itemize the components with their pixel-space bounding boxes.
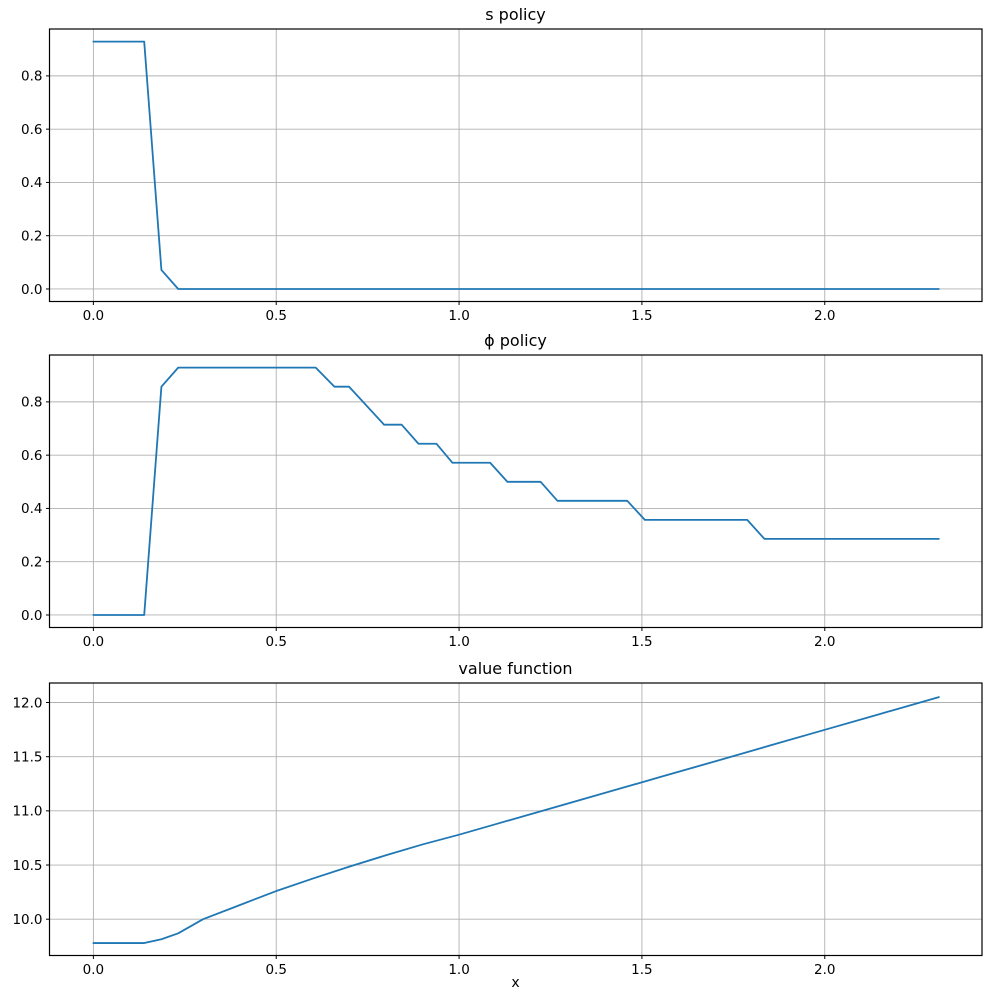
series-line-phi-policy bbox=[92, 366, 940, 616]
x-tick-label: 0.0 bbox=[83, 634, 104, 650]
x-tick-label: 1.5 bbox=[631, 308, 652, 324]
y-tick-label: 0.4 bbox=[21, 175, 42, 191]
x-tick-label: 1.0 bbox=[448, 308, 469, 324]
axes-spines bbox=[48, 354, 983, 629]
x-tick-label: 1.5 bbox=[631, 634, 652, 650]
y-tick-label: 11.5 bbox=[12, 749, 42, 765]
y-tick-label: 0.8 bbox=[21, 69, 42, 85]
x-tick-label: 0.5 bbox=[265, 634, 286, 650]
x-tick-label: 1.0 bbox=[448, 962, 469, 978]
y-tick-label: 0.4 bbox=[21, 501, 42, 517]
x-tick-label: 1.0 bbox=[448, 634, 469, 650]
x-tick-label: 2.0 bbox=[814, 962, 835, 978]
y-tick-label: 0.0 bbox=[21, 608, 42, 624]
y-tick-label: 0.6 bbox=[21, 448, 42, 464]
series-line-s-policy bbox=[92, 40, 940, 290]
x-tick-label: 0.0 bbox=[83, 962, 104, 978]
axes-spines bbox=[48, 28, 983, 303]
plot-title-s-policy: s policy bbox=[485, 5, 546, 24]
x-tick-label: 0.5 bbox=[265, 962, 286, 978]
x-tick-label: 1.5 bbox=[631, 962, 652, 978]
y-tick-label: 0.2 bbox=[21, 555, 42, 571]
subplot-1: 0.0 0.5 1.0 1.5 2.0 0.0 0.2 0.4 0.6 0.8 bbox=[21, 28, 983, 324]
plot-title-phi-policy: ϕ policy bbox=[484, 331, 547, 350]
x-tick-label: 0.5 bbox=[265, 308, 286, 324]
y-tick-label: 0.8 bbox=[21, 395, 42, 411]
subplot-2: 0.0 0.5 1.0 1.5 2.0 0.0 0.2 0.4 0.6 0.8 bbox=[21, 354, 983, 650]
y-tick-label: 10.5 bbox=[12, 858, 42, 874]
y-tick-label: 0.2 bbox=[21, 229, 42, 245]
x-axis-label: x bbox=[511, 975, 520, 991]
y-tick-label: 0.6 bbox=[21, 122, 42, 138]
subplot-3: 0.0 0.5 1.0 1.5 2.0 10.0 10.5 11.0 11.5 12.0 bbox=[12, 682, 983, 978]
series-line-value-function bbox=[92, 696, 940, 944]
axes-spines bbox=[48, 682, 983, 957]
x-tick-label: 0.0 bbox=[83, 308, 104, 324]
x-tick-label: 2.0 bbox=[814, 634, 835, 650]
y-tick-label: 10.0 bbox=[12, 912, 42, 928]
y-tick-label: 11.0 bbox=[12, 804, 42, 820]
y-tick-label: 0.0 bbox=[21, 282, 42, 298]
x-tick-label: 2.0 bbox=[814, 308, 835, 324]
plot-title-value-function: value function bbox=[458, 659, 573, 678]
y-tick-label: 12.0 bbox=[12, 695, 42, 711]
